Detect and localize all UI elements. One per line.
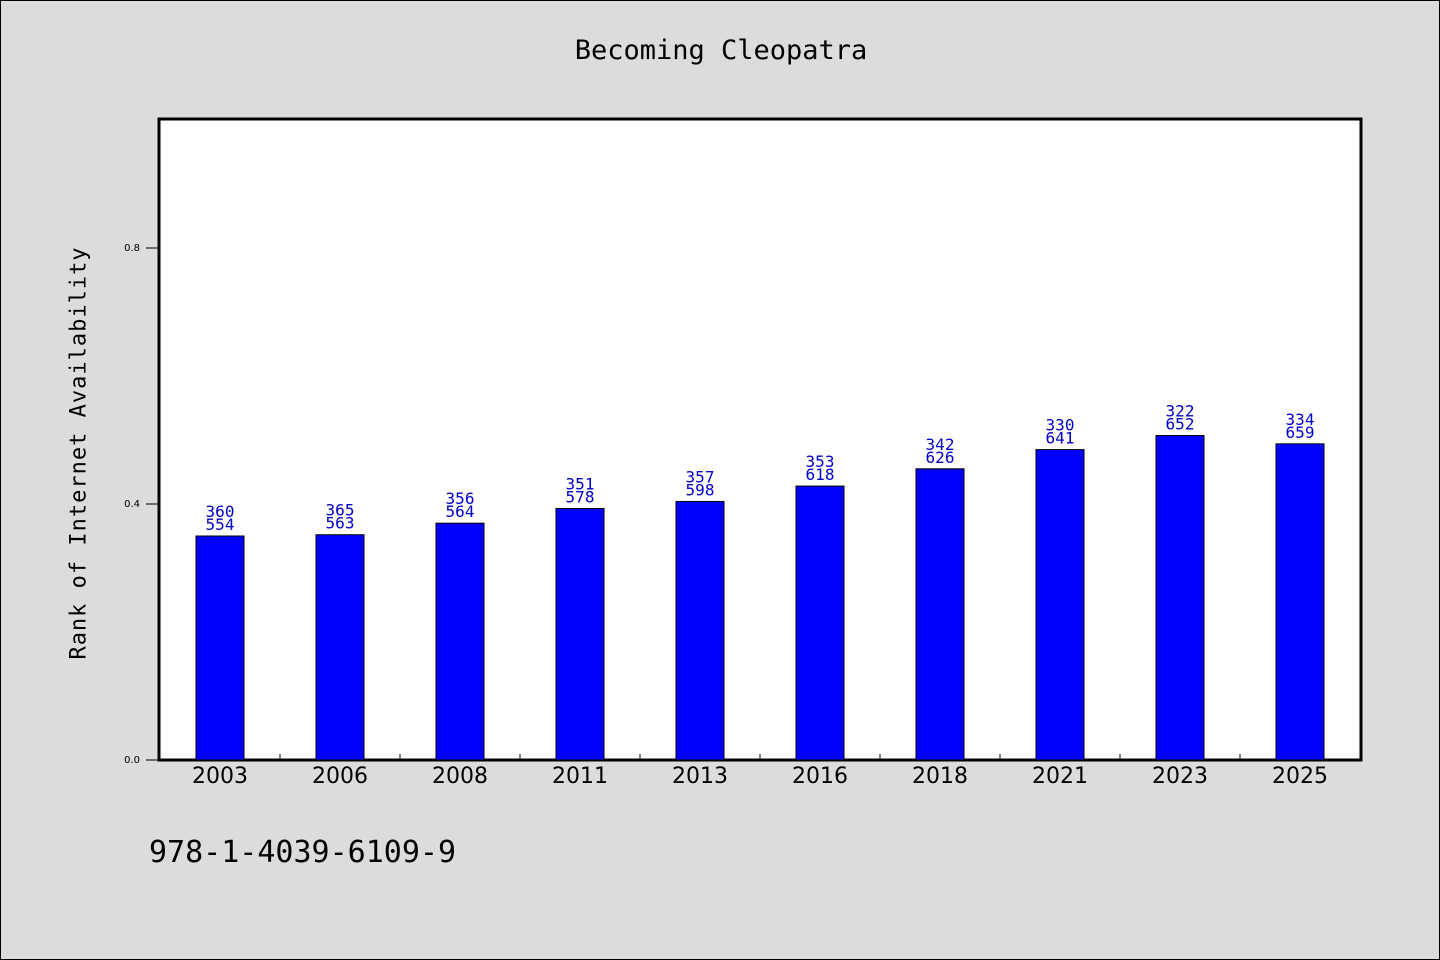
bar: [1155, 435, 1205, 761]
x-tick-label: 2021: [1032, 764, 1088, 789]
bar: [435, 522, 485, 761]
x-tick-label: 2018: [912, 764, 968, 789]
bar-label-top: 351: [566, 474, 595, 493]
bar: [195, 535, 245, 761]
bar-label-bottom: 563: [326, 514, 355, 533]
x-tick-label: 2025: [1272, 764, 1328, 789]
bar-label-top: 342: [926, 435, 955, 454]
bar-label-top: 322: [1166, 402, 1195, 421]
y-tick-label: 0.4: [124, 499, 140, 510]
bar: [555, 507, 605, 761]
bar: [915, 468, 965, 761]
bar-label-bottom: 554: [206, 515, 235, 534]
bar: [1035, 449, 1085, 761]
x-tick-label: 2013: [672, 764, 728, 789]
bar: [1275, 443, 1325, 761]
bar-label-bottom: 641: [1046, 429, 1075, 448]
bar-label-bottom: 618: [806, 465, 835, 484]
y-tick-label: 0.8: [124, 243, 140, 254]
bar-label-top: 353: [806, 452, 835, 471]
bar-label-bottom: 564: [446, 502, 475, 521]
bar: [315, 534, 365, 761]
bar-label-top: 357: [686, 467, 715, 486]
bar: [675, 500, 725, 761]
bar-label-top: 360: [206, 502, 235, 521]
y-tick-label: 0.0: [124, 755, 140, 766]
bar-label-top: 356: [446, 489, 475, 508]
x-tick-label: 2016: [792, 764, 848, 789]
bar-label-top: 330: [1046, 416, 1075, 435]
bar-label-bottom: 578: [566, 487, 595, 506]
x-tick-label: 2023: [1152, 764, 1208, 789]
bar-label-bottom: 659: [1286, 423, 1315, 442]
x-tick-label: 2011: [552, 764, 608, 789]
x-tick-label: 2003: [192, 764, 248, 789]
bar-label-bottom: 626: [926, 448, 955, 467]
bar-label-bottom: 652: [1166, 415, 1195, 434]
bar-label-bottom: 598: [686, 480, 715, 499]
isbn-label: 978-1-4039-6109-9: [149, 835, 457, 870]
bar-label-top: 334: [1286, 410, 1315, 429]
chart-title: Becoming Cleopatra: [574, 35, 868, 66]
x-tick-label: 2006: [312, 764, 368, 789]
bar: [795, 485, 845, 761]
x-tick-label: 2008: [432, 764, 488, 789]
bar-label-top: 365: [326, 501, 355, 520]
